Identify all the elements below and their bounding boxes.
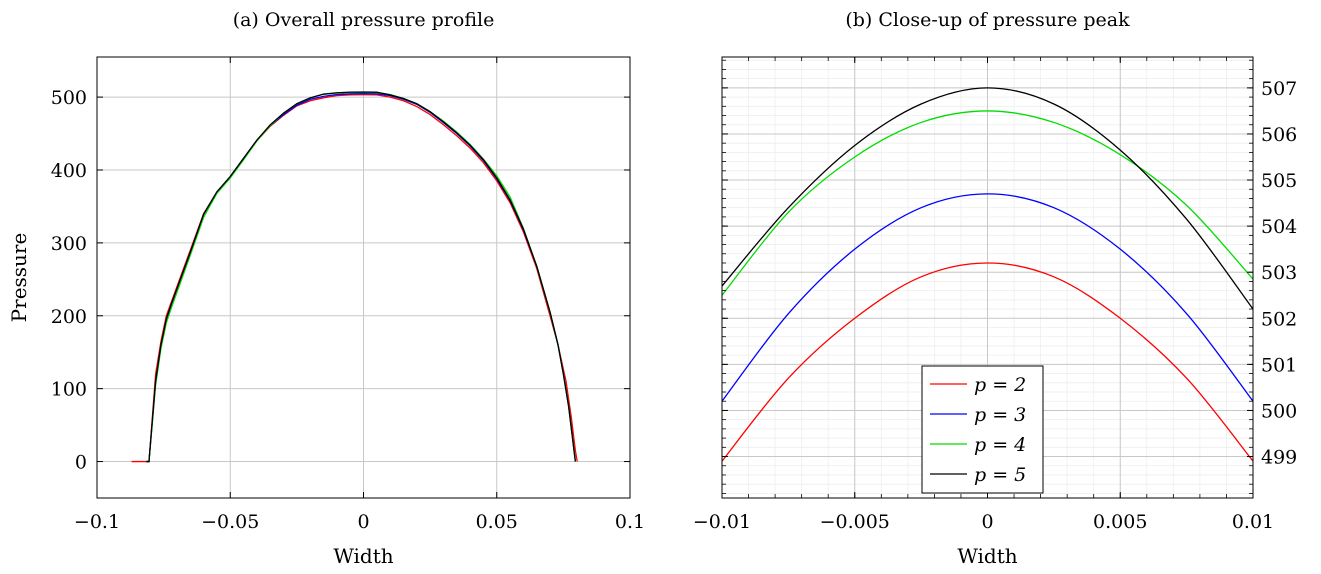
chart-title: (b) Close-up of pressure peak xyxy=(845,9,1130,31)
y-axis-label: Pressure xyxy=(7,233,31,323)
x-tick-label: −0.05 xyxy=(201,511,259,533)
y-tick-label: 0 xyxy=(75,452,87,474)
x-tick-label: 0.05 xyxy=(476,511,518,533)
legend-label-p5: p = 5 xyxy=(974,464,1026,486)
x-tick-label: 0 xyxy=(357,511,369,533)
y-tick-label: 507 xyxy=(1261,78,1297,100)
x-tick-label: −0.005 xyxy=(820,511,890,533)
y-tick-label: 200 xyxy=(51,306,87,328)
y-tick-label: 500 xyxy=(51,87,87,109)
x-tick-label: 0.005 xyxy=(1093,511,1147,533)
y-tick-label: 499 xyxy=(1261,447,1297,469)
y-tick-label: 501 xyxy=(1261,354,1297,376)
series-line-p4 xyxy=(146,91,577,463)
x-axis-label: Width xyxy=(957,544,1017,568)
series-line-p3 xyxy=(146,93,577,463)
x-tick-label: −0.01 xyxy=(693,511,751,533)
y-tick-label: 503 xyxy=(1261,262,1297,284)
series-line-p3 xyxy=(722,193,1253,402)
legend-label-p2: p = 2 xyxy=(974,374,1026,396)
legend-box xyxy=(921,365,1044,494)
series-line-p2 xyxy=(131,94,578,463)
x-axis-label: Width xyxy=(333,544,393,568)
y-tick-label: 505 xyxy=(1261,170,1297,192)
x-tick-label: 0.01 xyxy=(1232,511,1274,533)
y-tick-label: 504 xyxy=(1261,216,1297,238)
series-line-p4 xyxy=(722,110,1253,296)
x-tick-label: 0.1 xyxy=(615,511,645,533)
y-tick-label: 500 xyxy=(1261,400,1297,422)
y-tick-label: 506 xyxy=(1261,124,1297,146)
panel-a: −0.1 −0.05 0 0.05 0.1 0 100 200 300 400 500 (a) Ove… xyxy=(7,9,645,568)
x-tick-label: 0 xyxy=(981,511,993,533)
y-tick-label: 400 xyxy=(51,160,87,182)
y-tick-label: 100 xyxy=(51,379,87,401)
legend-label-p3: p = 3 xyxy=(974,404,1026,426)
series-line-p2 xyxy=(722,262,1253,462)
series-line-p5 xyxy=(146,91,577,463)
legend: p = 2 p = 3 p = 4 p = 5 xyxy=(921,365,1044,494)
x-tick-label: −0.1 xyxy=(74,511,120,533)
y-tick-label: 502 xyxy=(1261,308,1297,330)
series-line-p5 xyxy=(722,87,1253,310)
panel-b: −0.01 −0.005 0 0.005 0.01 499 500 501 502 503 504 5… xyxy=(693,9,1297,568)
y-tick-label: 300 xyxy=(51,233,87,255)
legend-label-p4: p = 4 xyxy=(974,434,1026,456)
chart-title: (a) Overall pressure profile xyxy=(233,9,495,31)
